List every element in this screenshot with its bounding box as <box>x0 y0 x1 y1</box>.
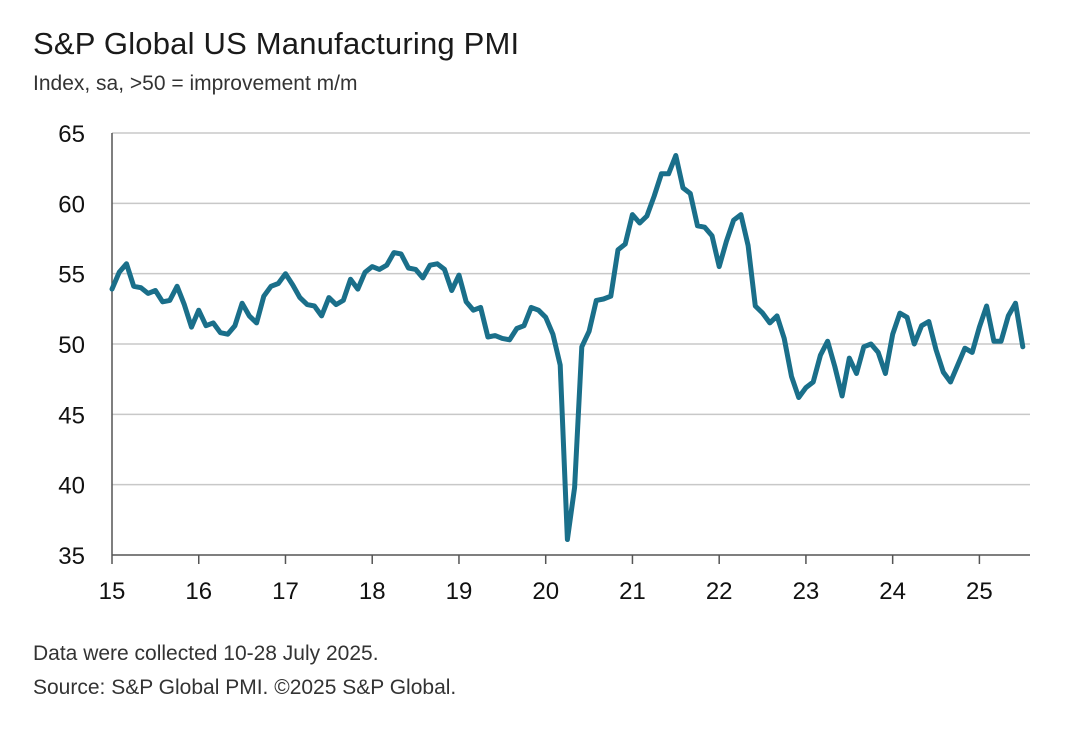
x-tick-label: 17 <box>272 578 299 605</box>
pmi-series-line <box>109 153 1026 542</box>
y-tick-label: 60 <box>58 191 85 218</box>
x-tick-label: 21 <box>619 578 646 605</box>
x-tick-label: 20 <box>532 578 559 605</box>
x-tick-label: 22 <box>706 578 733 605</box>
chart-title: S&P Global US Manufacturing PMI <box>33 26 520 61</box>
x-tick-label: 18 <box>359 578 386 605</box>
y-tick-label: 65 <box>58 121 85 148</box>
x-tick-label: 23 <box>793 578 820 605</box>
chart-subtitle: Index, sa, >50 = improvement m/m <box>33 72 358 95</box>
x-tick-label: 15 <box>99 578 126 605</box>
y-tick-label: 45 <box>58 402 85 429</box>
x-tick-label: 24 <box>879 578 906 605</box>
y-tick-label: 35 <box>58 543 85 570</box>
y-tick-label: 50 <box>58 332 85 359</box>
x-tick-label: 25 <box>966 578 993 605</box>
footnote-source: Source: S&P Global PMI. ©2025 S&P Global… <box>33 676 457 699</box>
x-tick-label: 16 <box>185 578 212 605</box>
y-tick-label: 55 <box>58 262 85 289</box>
x-tick-label: 19 <box>446 578 473 605</box>
footnote-collection-dates: Data were collected 10-28 July 2025. <box>33 642 379 665</box>
y-tick-label: 40 <box>58 473 85 500</box>
pmi-line-chart: 35 40 45 50 55 60 65 15 16 17 18 19 20 21 22 23 24 25 <box>58 121 1030 605</box>
